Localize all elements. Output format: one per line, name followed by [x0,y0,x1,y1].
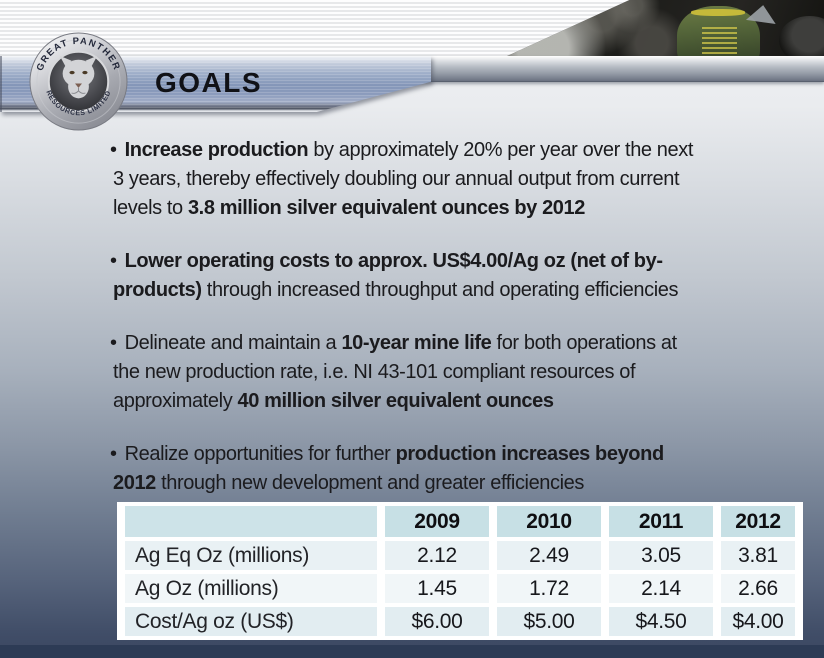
bullet-text: the new production rate, i.e. NI 43-101 … [113,361,636,383]
bullet-line: the new production rate, i.e. NI 43-101 … [110,358,816,387]
footer-band [0,645,824,658]
goals-bullet-list: • Increase production by approximately 20… [110,136,816,522]
bullet-line: products) through increased throughput a… [110,276,816,305]
bullet-text: Delineate and maintain a [124,332,342,354]
table-value: 2.14 [609,574,713,603]
bullet-text: through new development and greater effi… [155,472,585,494]
bullet-text: levels to [113,197,188,219]
table-value: 3.05 [609,541,713,570]
table-value: 2.49 [497,541,601,570]
bullet-text: Increase production [124,139,309,161]
bullet-text: approximately [113,390,238,412]
bullet-text: Lower operating costs to approx. US$4.00… [124,250,663,272]
table-row: Cost/Ag oz (US$) $6.00 $5.00 $4.50 $4.00 [125,607,795,636]
bullet-text: for both operations at [491,332,678,354]
bullet-lower-costs: • Lower operating costs to approx. US$4.0… [110,247,816,305]
bullet-line: 2012 through new development and greater… [110,469,816,498]
table-value: 1.45 [385,574,489,603]
bullet-mine-life: • Delineate and maintain a 10-year mine l… [110,329,816,416]
miner-green-jacket [677,5,761,57]
panther-emblem-icon: GREAT PANTHER RESOURCES LIMITED [29,32,128,131]
bullet-text: through increased throughput and operati… [201,279,679,301]
bullet-text: 2012 [113,472,156,494]
table-year-header: 2011 [609,506,713,537]
table-row: Ag Oz (millions) 1.45 1.72 2.14 2.66 [125,574,795,603]
bullet-text: production increases beyond [395,443,665,465]
bullet-line: 3 years, thereby effectively doubling ou… [110,165,816,194]
bullet-text: products) [113,279,202,301]
table-value: $4.50 [609,607,713,636]
panther-face-icon [59,55,98,99]
row-label: Cost/Ag oz (US$) [125,607,377,636]
table-year-header: 2009 [385,506,489,537]
bullet-line: • Lower operating costs to approx. US$4.0… [110,247,816,276]
bullet-text: 3 years, thereby effectively doubling ou… [113,168,680,190]
table-value: 1.72 [497,574,601,603]
table-value: $5.00 [497,607,601,636]
table-header-row: 2009 2010 2011 2012 [125,506,795,537]
bullet-increase-production: • Increase production by approximately 20… [110,136,816,223]
bullet-line: levels to 3.8 million silver equivalent … [110,194,816,223]
table-value: $6.00 [385,607,489,636]
page-title: GOALS [155,67,263,98]
row-label: Ag Eq Oz (millions) [125,541,377,570]
miner-hat-shape [746,2,779,24]
bullet-line: • Realize opportunities for further produ… [110,440,816,469]
bullet-text: Realize opportunities for further [124,443,396,465]
row-label: Ag Oz (millions) [125,574,377,603]
bullet-text: 10-year mine life [341,332,492,354]
table-value: 3.81 [721,541,795,570]
bullet-dot-icon: • [110,443,117,465]
table-value: $4.00 [721,607,795,636]
table-corner-cell [125,506,377,537]
bullet-line: • Increase production by approximately 20… [110,136,816,165]
production-forecast-table: 2009 2010 2011 2012 Ag Eq Oz (millions) … [117,502,803,640]
bullet-text: by approximately 20% per year over the n… [308,139,694,161]
bullet-dot-icon: • [110,332,117,354]
table-value: 2.66 [721,574,795,603]
bullet-dot-icon: • [110,250,117,272]
bullet-line: • Delineate and maintain a 10-year mine l… [110,329,816,358]
bullet-dot-icon: • [110,139,117,161]
bullet-future-opportunities: • Realize opportunities for further produ… [110,440,816,498]
table-year-header: 2010 [497,506,601,537]
bullet-line: approximately 40 million silver equivale… [110,387,816,416]
company-logo-medallion: GREAT PANTHER RESOURCES LIMITED [29,31,128,132]
miner-figure [779,15,824,57]
bullet-text: 40 million silver equivalent ounces [237,390,554,412]
bullet-text: 3.8 million silver equivalent ounces by … [187,197,585,219]
table-value: 2.12 [385,541,489,570]
table-row: Ag Eq Oz (millions) 2.12 2.49 3.05 3.81 [125,541,795,570]
table-year-header: 2012 [721,506,795,537]
